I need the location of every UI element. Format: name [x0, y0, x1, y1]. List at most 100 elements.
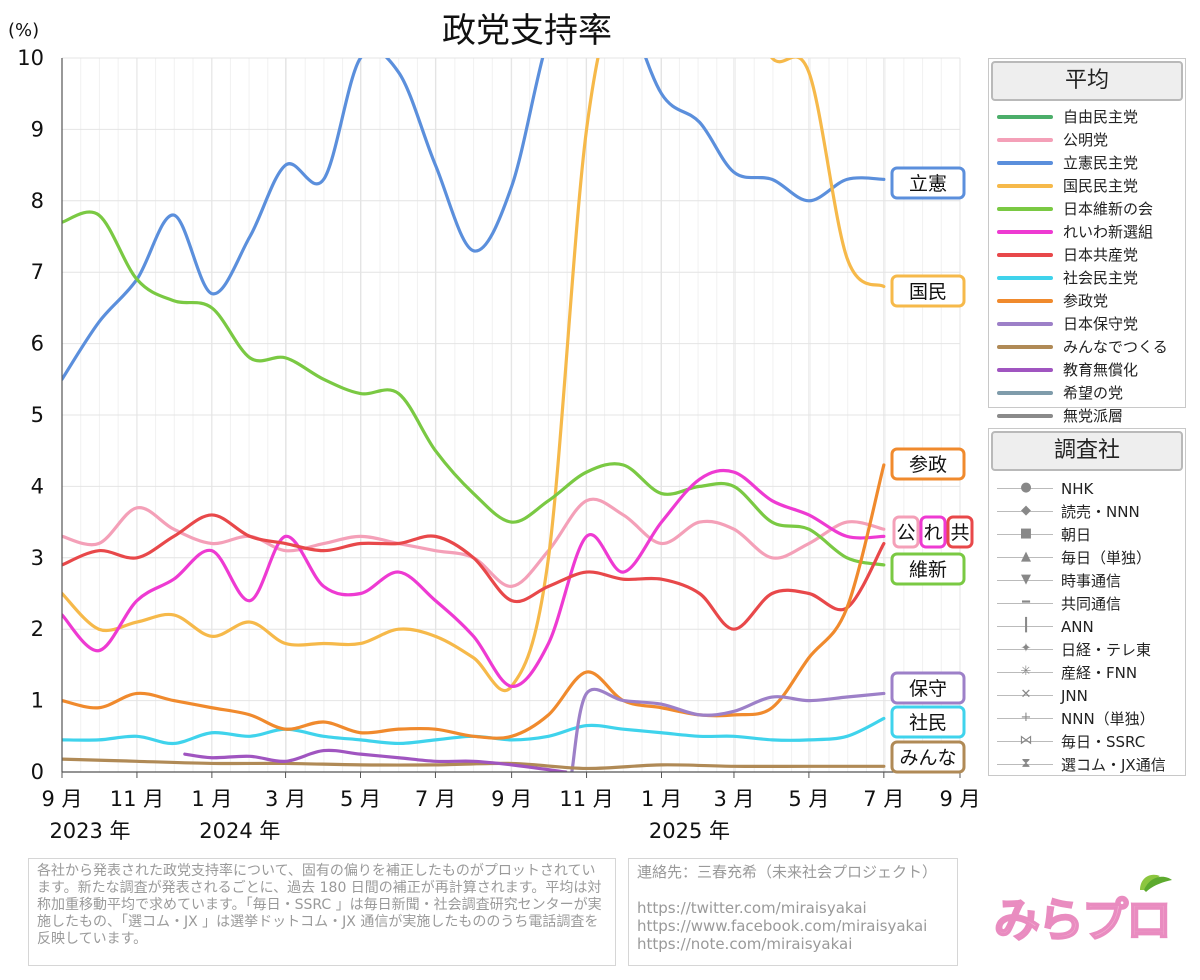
x-year-label: 2023 年 [49, 819, 130, 843]
legend-avg-label: 無党派層 [1063, 407, 1124, 425]
legend-pollster-item: ━ 共同通信 [989, 592, 1185, 615]
x-tick-label: 11 月 [559, 787, 613, 811]
line-label-box [946, 515, 974, 549]
legend-avg-item: 日本維新の会 [989, 197, 1185, 220]
legend-avg-label: 参政党 [1063, 292, 1109, 310]
x-tick-label: 1 月 [641, 787, 682, 811]
legend-pollster-item: ⋈ 毎日・SSRC [989, 730, 1185, 753]
x-tick-label: 5 月 [788, 787, 829, 811]
x-tick-label: 3 月 [713, 787, 754, 811]
line-label-立憲: 立憲 [909, 173, 947, 195]
mirapro-logo: みらプロ [993, 874, 1173, 948]
legend-swatch [997, 114, 1053, 119]
legend-marker-line: ┃ [997, 619, 1053, 633]
x-tick-label: 9 月 [491, 787, 532, 811]
legend-swatch [997, 275, 1053, 280]
legend-pollsters-title: 調査社 [991, 431, 1183, 471]
legend-swatch [997, 137, 1053, 142]
legend-marker-line: ⋈ [997, 734, 1053, 748]
legend-swatch [997, 321, 1053, 326]
legend-pollster-item: + NNN（単独） [989, 707, 1185, 730]
legend-avg-label: 希望の党 [1063, 384, 1124, 402]
line-label-box [890, 671, 966, 705]
contact-label: 連絡先：三春充希（未来社会プロジェクト） [637, 863, 938, 881]
axes: 0 1 2 3 4 5 6 7 8 9 10 9 月 2023 年 11 月 1 月 2024 年 3 月 5 月… [17, 46, 980, 843]
x-tick-label: 7 月 [863, 787, 904, 811]
y-tick-label: 4 [31, 474, 44, 498]
method-note: 各社から発表された政党支持率について、固有の偏りを補正したものがプロットされてい… [28, 858, 616, 966]
line-label-社民: 社民 [909, 712, 947, 734]
legend-pollster-item: ● NHK [989, 477, 1185, 500]
star4-marker: ✦ [1020, 641, 1032, 656]
legend-swatch [997, 390, 1053, 395]
line-label-みんな: みんな [899, 747, 956, 769]
x-tick-label: 1 月 [191, 787, 232, 811]
legend-avg-label: 日本共産党 [1063, 246, 1139, 264]
contact-box: 連絡先：三春充希（未来社会プロジェクト） https://twitter.com… [628, 858, 958, 966]
logo-leaf-right [1144, 876, 1172, 892]
legend-pollster-label: 共同通信 [1061, 595, 1122, 613]
legend-avg-item: 自由民主党 [989, 105, 1185, 128]
legend-avg-item: 社会民主党 [989, 266, 1185, 289]
legend-avg-label: 社会民主党 [1063, 269, 1139, 287]
legend-pollster-label: 朝日 [1061, 526, 1092, 544]
grid [61, 57, 961, 773]
legend-marker-line: + [997, 711, 1053, 725]
series-line-minna [62, 757, 886, 771]
legend-avg-item: みんなでつくる [989, 335, 1185, 358]
legend-swatch [997, 183, 1053, 188]
x-tick-label: 11 月 [110, 787, 164, 811]
legend-pollster-item: ✳ 産経・FNN [989, 661, 1185, 684]
line-label-box [919, 515, 947, 549]
legend-marker-line: ▲ [997, 550, 1053, 564]
legend-pollster-label: 毎日・SSRC [1061, 733, 1146, 751]
line-label-参政: 参政 [909, 454, 947, 476]
legend-avg-item: 教育無償化 [989, 358, 1185, 381]
line-label-国民: 国民 [909, 281, 947, 303]
legend-avg-item: 参政党 [989, 289, 1185, 312]
legend-pollster-label: 時事通信 [1061, 572, 1122, 590]
y-tick-label: 7 [31, 260, 44, 284]
legend-average-title: 平均 [991, 61, 1183, 101]
series-line-reiwa [62, 468, 886, 688]
contact-link-note[interactable]: https://note.com/miraisyakai [637, 935, 853, 953]
legend-marker-line: ◆ [997, 504, 1053, 518]
legend-swatch [997, 413, 1053, 418]
y-tick-label: 3 [31, 546, 44, 570]
series-lines [62, 58, 886, 772]
legend-avg-item: 立憲民主党 [989, 151, 1185, 174]
contact-link-facebook[interactable]: https://www.facebook.com/miraisyakai [637, 917, 928, 935]
y-tick-label: 0 [31, 760, 44, 784]
hourglass-marker: ⧗ [1021, 756, 1031, 771]
legend-pollster-item: ┃ ANN [989, 615, 1185, 638]
legend-pollster-label: 読売・NNN [1061, 503, 1140, 521]
legend-pollster-label: JNN [1061, 686, 1088, 705]
legend-avg-item: 日本保守党 [989, 312, 1185, 335]
asterisk-marker: ✳ [1020, 664, 1032, 679]
legend-avg-label: みんなでつくる [1063, 338, 1168, 356]
legend-marker-line: ● [997, 481, 1053, 495]
square-marker: ■ [1019, 526, 1033, 541]
chart-title: 政党支持率 [442, 11, 612, 51]
series-line-hoshu [570, 687, 886, 772]
line-labels: 立憲国民参政公れ共維新保守社民みんな [890, 166, 974, 774]
line-label-box [890, 274, 966, 308]
legend-avg-label: 日本保守党 [1063, 315, 1139, 333]
y-tick-label: 8 [31, 189, 44, 213]
bowtie-marker: ⋈ [1019, 733, 1033, 748]
y-tick-label: 5 [31, 403, 44, 427]
legend-swatch [997, 367, 1053, 372]
series-line-sanseito [62, 463, 886, 740]
legend-marker-line: ⧗ [997, 757, 1053, 771]
x-tick-label: 3 月 [265, 787, 306, 811]
line-label-共: 共 [950, 522, 969, 544]
triangle-down-marker: ▼ [1021, 572, 1031, 587]
legend-pollsters: 調査社 ● NHK ◆ 読売・NNN ■ 朝日 ▲ 毎日（単独） ▼ 時事通信 ━ 共同通信 ┃ ANN ✦… [988, 428, 1186, 776]
line-label-box [890, 166, 966, 200]
x-marker: ✕ [1020, 687, 1032, 702]
legend-avg-label: 日本維新の会 [1063, 200, 1154, 218]
logo-text: みらプロ [994, 893, 1170, 947]
line-label-box [890, 447, 966, 481]
legend-avg-item: 公明党 [989, 128, 1185, 151]
contact-link-twitter[interactable]: https://twitter.com/miraisyakai [637, 899, 867, 917]
